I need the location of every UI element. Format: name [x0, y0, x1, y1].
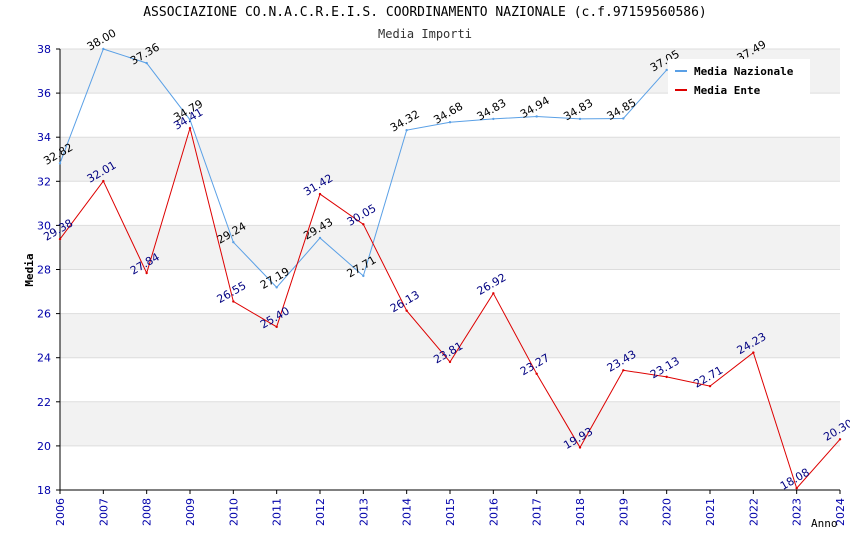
x-tick-label: 2008 [141, 498, 154, 526]
plot-band [60, 313, 840, 358]
y-tick-label: 38 [37, 43, 51, 56]
y-tick-label: 30 [37, 219, 51, 232]
data-point [102, 47, 105, 51]
x-tick-label: 2013 [357, 498, 370, 526]
data-point [232, 240, 235, 244]
data-point [795, 487, 798, 490]
data-point [58, 237, 62, 241]
y-tick-label: 34 [37, 131, 51, 144]
data-point [188, 126, 192, 130]
data-point [535, 115, 538, 118]
data-point [318, 192, 322, 196]
data-point [578, 117, 582, 121]
y-tick-label: 28 [37, 264, 51, 277]
plot-band [60, 225, 840, 270]
x-tick-label: 2020 [661, 498, 674, 526]
plot-band [60, 357, 840, 402]
x-tick-label: 2016 [487, 498, 500, 526]
chart-title: ASSOCIAZIONE CO.N.A.C.R.E.I.S. COORDINAM… [143, 5, 707, 20]
x-tick-label: 2006 [54, 498, 67, 526]
plot-band [60, 137, 840, 182]
data-point [448, 121, 452, 124]
x-tick-label: 2018 [574, 498, 587, 526]
x-tick-label: 2022 [747, 498, 760, 526]
data-point [188, 118, 192, 121]
data-point [145, 271, 148, 275]
x-tick-label: 2023 [791, 498, 804, 526]
data-point [448, 360, 452, 364]
data-point [708, 384, 712, 388]
y-tick-label: 20 [37, 440, 51, 453]
plot-band [60, 269, 840, 314]
data-point [665, 68, 668, 72]
legend: Media Nazionale Media Ente [668, 59, 810, 97]
data-point [275, 286, 278, 289]
x-tick-label: 2017 [531, 498, 544, 526]
data-point [362, 274, 365, 278]
legend-label: Media Nazionale [694, 65, 794, 78]
plot-band [60, 445, 840, 490]
data-point [622, 369, 625, 372]
data-point [665, 375, 668, 379]
x-tick-label: 2024 [834, 498, 847, 526]
data-point [492, 292, 495, 295]
data-point [622, 117, 625, 120]
data-point [578, 446, 582, 449]
data-point [752, 351, 755, 354]
x-tick-label: 2011 [271, 498, 284, 526]
y-tick-label: 18 [37, 484, 51, 497]
y-tick-label: 36 [37, 87, 51, 100]
data-point [405, 309, 408, 312]
x-tick-label: 2021 [704, 498, 717, 526]
y-axis-label: Media [23, 253, 36, 286]
y-tick-label: 22 [37, 396, 51, 409]
data-point [58, 162, 62, 165]
x-tick-label: 2014 [401, 498, 414, 526]
x-tick-label: 2015 [444, 498, 457, 526]
plot-band [60, 181, 840, 226]
data-point [275, 325, 278, 329]
data-point [232, 300, 235, 303]
y-tick-label: 24 [37, 352, 51, 365]
data-point [838, 438, 842, 441]
y-tick-label: 26 [37, 308, 51, 321]
data-point [535, 372, 538, 375]
x-tick-label: 2012 [314, 498, 327, 526]
x-axis-label: Anno [811, 517, 838, 530]
data-point [405, 128, 408, 132]
legend-label: Media Ente [694, 84, 761, 97]
data-point [318, 236, 322, 240]
data-point [362, 223, 365, 226]
y-tick-label: 32 [37, 175, 51, 188]
data-point [492, 117, 495, 121]
x-tick-label: 2019 [617, 498, 630, 526]
data-point [102, 179, 105, 183]
x-tick-label: 2010 [227, 498, 240, 526]
data-point [145, 61, 148, 65]
x-tick-label: 2007 [97, 498, 110, 526]
x-tick-label: 2009 [184, 498, 197, 526]
chart-subtitle: Media Importi [378, 27, 472, 41]
plot-band [60, 401, 840, 446]
legend-box [668, 59, 810, 97]
